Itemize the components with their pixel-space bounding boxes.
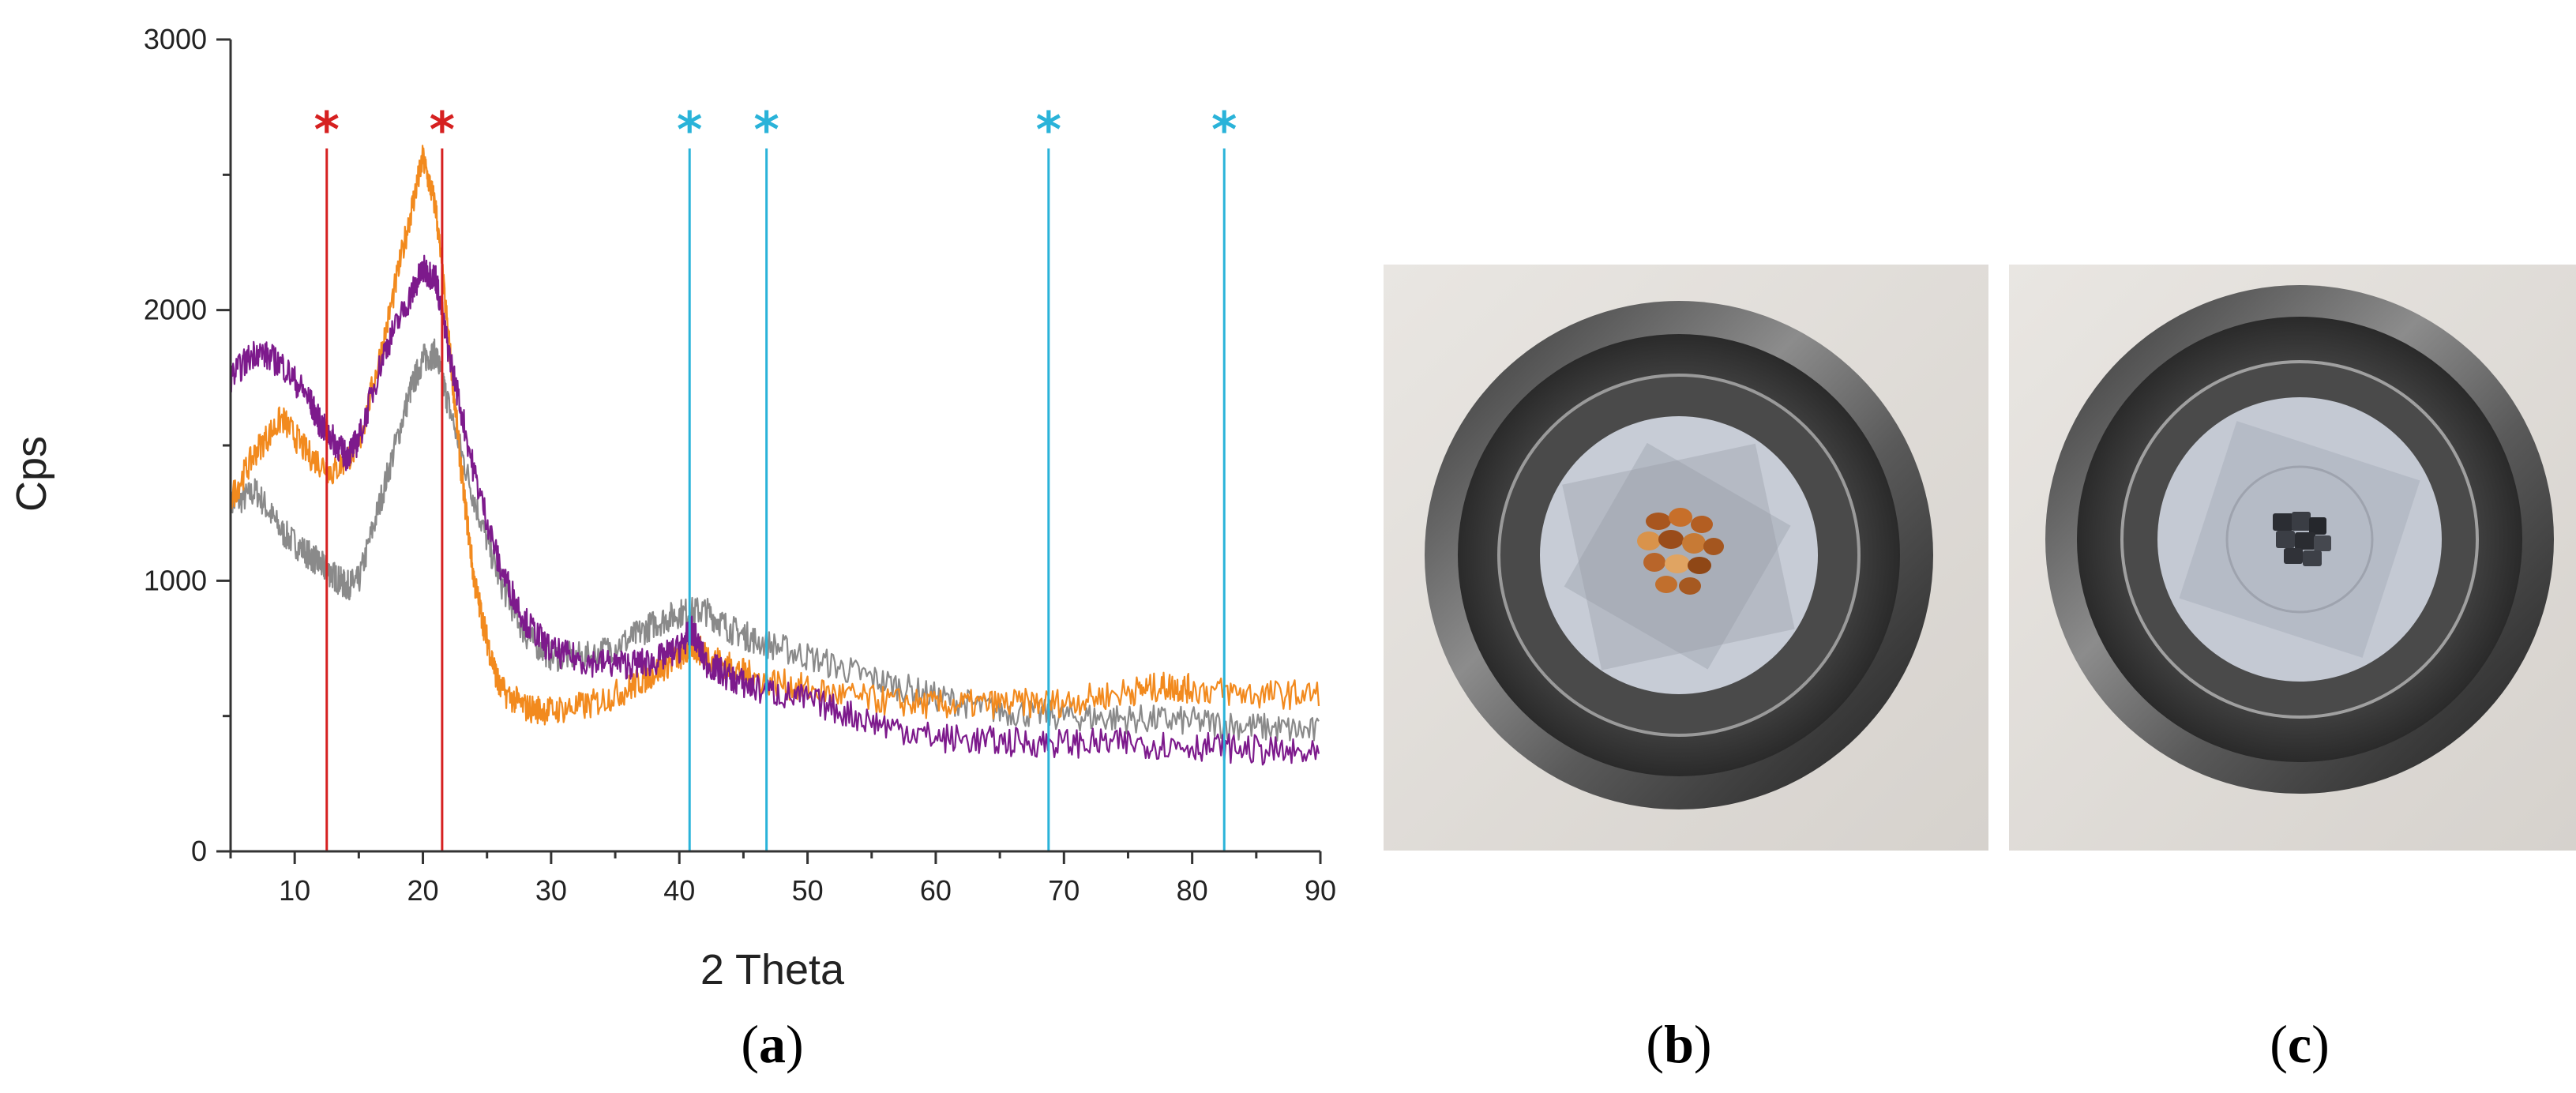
- panel-label-c: (c): [2270, 1014, 2330, 1074]
- peak-marker-star-2: *: [677, 101, 702, 159]
- series-line-0: [229, 145, 1320, 726]
- x-tick-label: 40: [663, 874, 695, 907]
- photo-panel-c: [2009, 265, 2576, 851]
- x-axis-title: 2 Theta: [700, 946, 845, 993]
- panel-label-a: (a): [741, 1014, 803, 1074]
- x-tick-label: 30: [535, 874, 567, 907]
- photo-b-sample-granules: [1637, 508, 1724, 595]
- x-tick-label: 60: [920, 874, 952, 907]
- series-line-1: [229, 254, 1320, 766]
- photo-panel-b: [1384, 265, 1988, 851]
- x-tick-label: 20: [407, 874, 439, 907]
- panel-label-b: (b): [1646, 1014, 1711, 1074]
- peak-marker-star-5: *: [1211, 101, 1237, 159]
- peak-marker-star-1: *: [430, 101, 455, 159]
- x-tick-label: 90: [1305, 874, 1336, 907]
- y-axis-title: Cps: [8, 436, 55, 512]
- peak-marker-star-3: *: [753, 101, 779, 159]
- plot-area: * * * * * *: [229, 101, 1320, 851]
- x-ticks: 10 20 30 40 50 60 70 80 90: [229, 851, 1336, 907]
- peak-marker-star-4: *: [1036, 101, 1061, 159]
- photo-c-inner-circle: [2225, 465, 2374, 614]
- photo-c-sample-pieces: [2273, 512, 2331, 566]
- peak-marker-star-0: *: [314, 101, 340, 159]
- x-tick-label: 50: [792, 874, 824, 907]
- y-tick-label: 3000: [144, 23, 207, 55]
- xrd-chart: * * * * * * 10 20 30 40 50 60 70 80 90 0100020003000 …: [8, 23, 1336, 993]
- x-tick-label: 80: [1177, 874, 1208, 907]
- x-tick-label: 70: [1048, 874, 1080, 907]
- y-tick-label: 2000: [144, 294, 207, 326]
- y-tick-label: 0: [191, 835, 207, 867]
- y-tick-label: 1000: [144, 564, 207, 596]
- x-tick-label: 10: [279, 874, 310, 907]
- y-ticks: 0 1000 2000 3000: [144, 23, 231, 867]
